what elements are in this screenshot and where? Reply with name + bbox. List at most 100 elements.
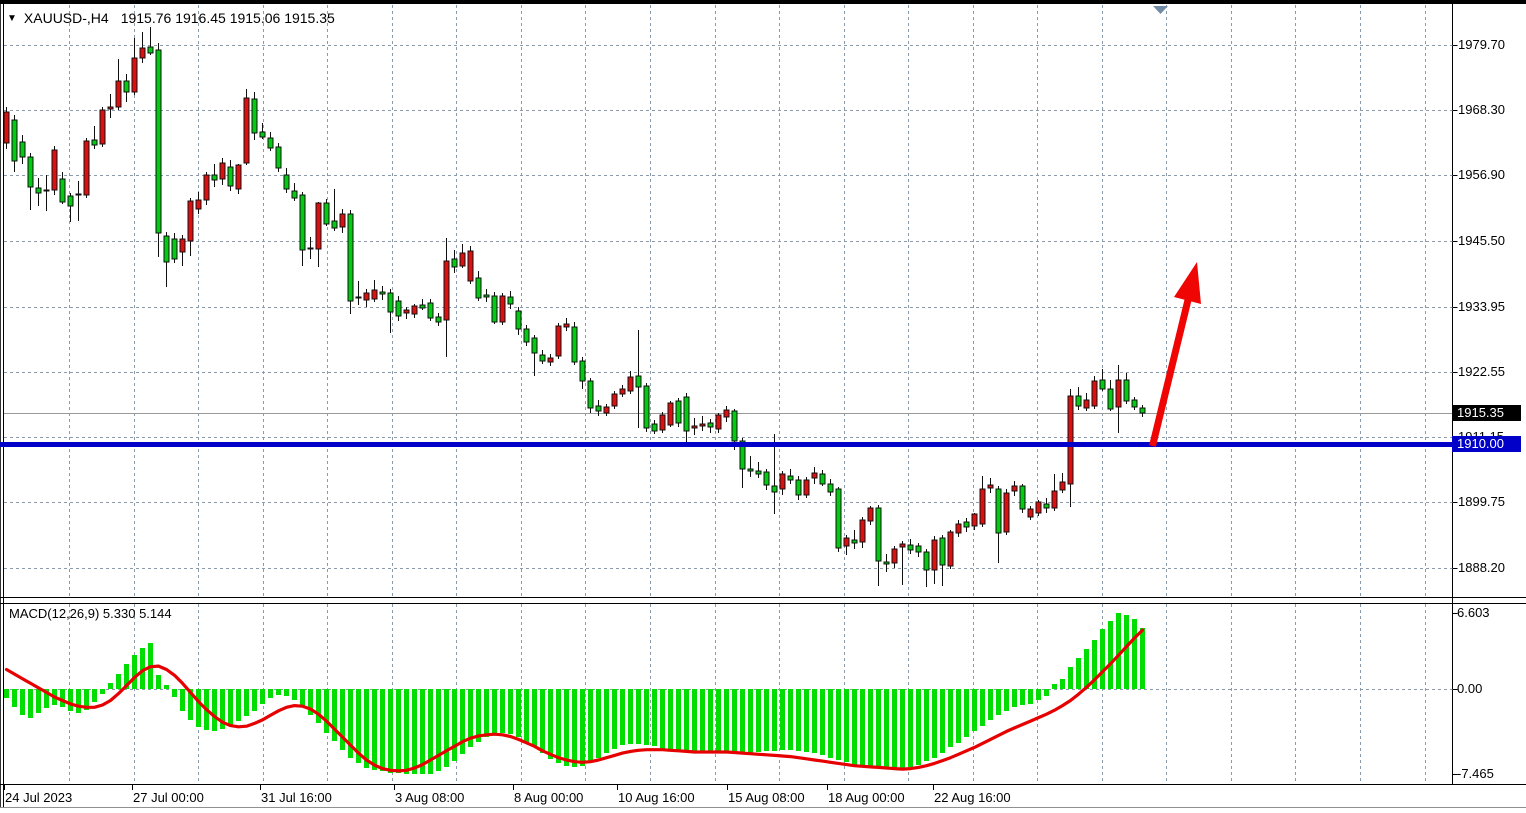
candlestick — [1107, 380, 1114, 411]
macd-histogram-bar — [796, 689, 801, 751]
candle-body — [99, 109, 106, 145]
current-price-badge: 1915.35 — [1452, 405, 1521, 421]
candle-body — [731, 410, 738, 442]
candlestick — [195, 192, 202, 214]
candlestick — [323, 199, 330, 226]
candlestick — [651, 420, 658, 434]
macd-histogram-bar — [356, 689, 361, 763]
candlestick — [67, 193, 74, 222]
candle-body — [971, 513, 978, 527]
candlestick — [43, 175, 50, 211]
candlestick — [1075, 387, 1082, 410]
candlestick — [947, 530, 954, 569]
candlestick — [139, 32, 146, 63]
candle-body — [283, 174, 290, 190]
macd-histogram-bar — [764, 689, 769, 751]
macd-histogram-bar — [172, 689, 177, 697]
macd-histogram-bar — [1044, 689, 1049, 696]
macd-histogram-bar — [892, 689, 897, 769]
candle-body — [923, 551, 930, 571]
candlestick — [1099, 369, 1106, 391]
macd-histogram-bar — [732, 689, 737, 754]
candlestick — [219, 158, 226, 185]
candle-body — [579, 360, 586, 382]
candle-body — [307, 247, 314, 250]
candle-body — [379, 291, 386, 295]
candlestick — [339, 209, 346, 233]
trend-arrow-annotation[interactable] — [1149, 262, 1202, 447]
macd-histogram-bar — [972, 689, 977, 731]
candlestick — [779, 471, 786, 495]
candle-body — [395, 300, 402, 317]
candle-body — [35, 187, 42, 194]
macd-histogram-bar — [636, 689, 641, 744]
macd-histogram-bar — [220, 689, 225, 729]
candle-body — [795, 479, 802, 496]
time-axis-label: 8 Aug 00:00 — [514, 790, 584, 805]
candlestick — [3, 107, 10, 149]
candle-body — [763, 471, 770, 486]
macd-axis-label: -7.465 — [1457, 766, 1494, 781]
macd-histogram-bar — [572, 689, 577, 767]
candlestick — [707, 419, 714, 433]
candle-body — [115, 80, 122, 108]
time-axis-label: 15 Aug 08:00 — [728, 790, 805, 805]
candlestick — [83, 138, 90, 198]
candle-body — [291, 190, 298, 199]
support-hline[interactable] — [0, 442, 1453, 447]
macd-signal-line — [4, 628, 1145, 773]
candle-body — [131, 57, 138, 93]
candlestick — [1003, 489, 1010, 535]
macd-histogram-bar — [804, 689, 809, 752]
candlestick — [971, 513, 978, 530]
candle-body — [707, 422, 714, 428]
candlestick — [619, 385, 626, 397]
candle-body — [51, 149, 58, 191]
macd-histogram-bar — [1100, 629, 1105, 689]
candle-body — [539, 354, 546, 362]
macd-histogram-bar — [1028, 689, 1033, 704]
candles-layer[interactable] — [3, 27, 1146, 587]
candle-body — [827, 483, 834, 493]
candle-body — [475, 277, 482, 299]
macd-histogram-bar — [852, 689, 857, 765]
candlestick — [755, 462, 762, 478]
macd-histogram-bar — [420, 689, 425, 774]
candlestick — [867, 506, 874, 525]
macd-histogram-bar — [164, 685, 169, 689]
macd-histogram-bar — [332, 689, 337, 741]
candle-body — [1139, 407, 1146, 414]
macd-histogram-bar — [76, 689, 81, 713]
macd-histogram-bar — [956, 689, 961, 743]
axis-ticks — [4, 45, 1458, 790]
candle-body — [483, 294, 490, 298]
symbol-info: ▼ XAUUSD-,H4 1915.76 1916.45 1915.06 191… — [7, 10, 335, 26]
macd-histogram-bar — [724, 689, 729, 753]
candlestick — [403, 307, 410, 319]
candlestick — [459, 244, 466, 268]
candle-body — [643, 385, 650, 429]
macd-histogram-bar — [468, 689, 473, 747]
macd-histogram-bar — [1140, 628, 1145, 689]
macd-histogram-bar — [428, 689, 433, 774]
dropdown-triangle-icon[interactable]: ▼ — [7, 12, 17, 24]
macd-histogram-bar — [60, 689, 65, 707]
macd-histogram-bar — [868, 689, 873, 767]
candle-body — [43, 189, 50, 192]
candle-body — [419, 304, 426, 309]
candle-body — [619, 388, 626, 395]
candlestick — [835, 487, 842, 552]
candle-body — [955, 523, 962, 534]
time-axis-label: 10 Aug 16:00 — [618, 790, 695, 805]
candle-body — [1075, 395, 1082, 407]
candle-body — [915, 545, 922, 553]
macd-histogram-bar — [612, 689, 617, 749]
window-top-border — [0, 0, 1526, 4]
candlestick — [987, 478, 994, 493]
macd-histogram-bar — [156, 675, 161, 689]
macd-histogram-bar — [676, 689, 681, 751]
candlestick — [915, 543, 922, 557]
candle-body — [1027, 508, 1034, 518]
candlestick — [1115, 365, 1122, 433]
